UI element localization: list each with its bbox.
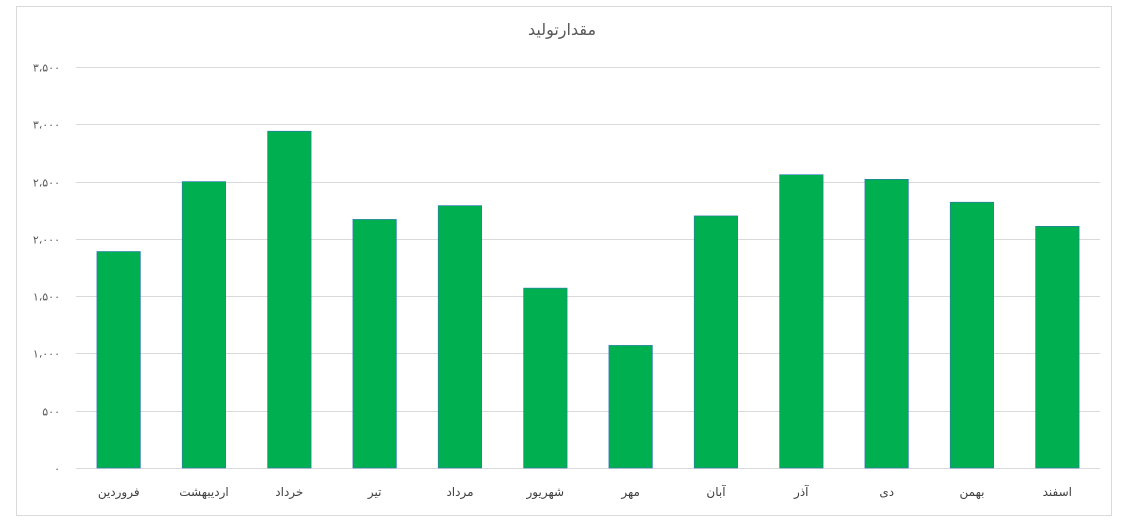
x-category-label: تیر: [367, 485, 382, 500]
x-category-label: بهمن: [960, 485, 985, 500]
bar: [949, 201, 995, 469]
x-category-label: مرداد: [446, 485, 473, 500]
bar: [96, 251, 141, 469]
x-category-label: آذر: [793, 484, 809, 500]
bar: [608, 345, 653, 469]
y-tick-label: ۱،۰۰۰: [33, 348, 60, 361]
y-tick-label: ۳،۵۰۰: [33, 62, 60, 75]
bar: [523, 287, 568, 469]
bar: [352, 219, 397, 469]
bar: [1035, 226, 1080, 469]
y-tick-label: ۲،۵۰۰: [33, 177, 60, 190]
y-axis-tick-labels: ۰ ۵۰۰ ۱،۰۰۰ ۱،۵۰۰ ۲،۰۰۰ ۲،۵۰۰ ۳،۰۰۰ ۳،۵۰۰: [33, 62, 60, 476]
y-tick-label: ۲،۰۰۰: [33, 234, 60, 247]
bar: [437, 205, 483, 469]
bar: [693, 215, 739, 469]
bars: [96, 130, 1080, 469]
chart-title: مقدارتولید: [528, 20, 596, 40]
y-tick-label: ۱،۵۰۰: [33, 291, 60, 304]
gridlines: [76, 67, 1100, 469]
bar: [181, 181, 226, 469]
y-tick-label: ۳،۰۰۰: [33, 119, 60, 132]
x-category-label: اردیبهشت: [179, 485, 228, 500]
bar: [267, 130, 312, 469]
bar: [864, 179, 909, 469]
x-category-label: مهر: [620, 485, 640, 500]
x-category-label: خرداد: [275, 485, 303, 500]
x-category-label: شهریور: [526, 485, 565, 500]
y-tick-label: ۵۰۰: [42, 406, 60, 419]
x-category-label: آبان: [706, 484, 726, 499]
x-category-label: اسفند: [1043, 485, 1072, 499]
x-category-label: دی: [879, 485, 894, 499]
bar: [779, 174, 824, 469]
x-category-label: فروردین: [98, 485, 140, 500]
y-tick-label: ۰: [54, 463, 60, 476]
x-axis-category-labels: فروردین اردیبهشت خرداد تیر مرداد شهریور مهر آبا…: [98, 484, 1072, 500]
